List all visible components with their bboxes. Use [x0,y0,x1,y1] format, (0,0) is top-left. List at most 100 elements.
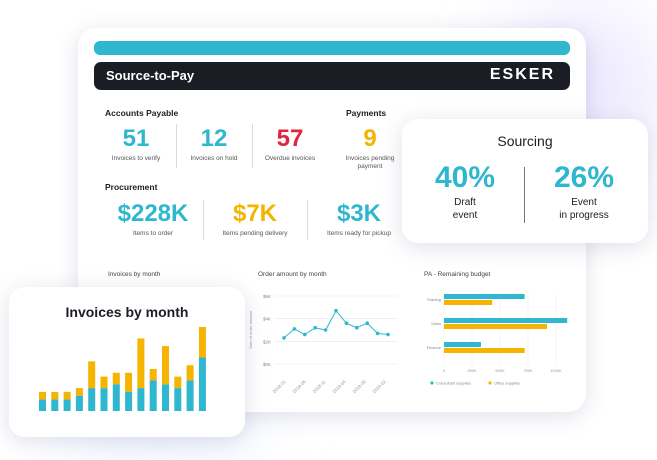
y-tick-label: Training [427,297,441,302]
kpi-label: in progress [559,209,609,221]
x-tick-label: 2019-09 [351,379,367,395]
bar-segment-cyan [75,395,83,411]
divider [252,124,253,168]
y-tick-label: Sales [431,321,441,326]
invoices-card-title: Invoices by month [65,304,189,320]
bar-office-supplies [444,324,548,329]
sourcing-card: Sourcing 40% Draft event 26% Event in pr… [402,119,648,243]
x-tick-label: 750K [523,368,533,373]
kpi-label: Invoices pending payment [345,155,395,171]
accent-bar [94,41,570,55]
kpi-invoices-pending-payment[interactable]: 9 Invoices pending payment [340,127,400,171]
kpi-label: Invoices to verify [111,155,161,162]
data-point [355,325,359,330]
kpi-label: Items to order [132,230,174,237]
bar-segment-cyan [186,380,194,411]
kpi-invoices-to-verify[interactable]: 51 Invoices to verify [106,127,166,163]
bar-segment-yellow [174,376,182,389]
kpi-value: $3K [336,200,382,227]
bar-segment-yellow [186,365,194,381]
data-point [292,327,297,331]
bar-consultant-supplies [444,294,525,299]
bar-office-supplies [444,300,493,305]
y-tick-label: $2K [263,339,271,344]
divider [307,200,308,240]
kpi-label: Event [571,197,597,208]
kpi-event-in-progress[interactable]: 26% Event in progress [538,163,630,222]
dashboard-header: Source-to-Pay ESKER [94,62,570,90]
bar-segment-yellow [137,338,145,389]
esker-logo: ESKER [489,66,555,83]
legend-label: Office supplies [494,381,520,386]
kpi-items-pending-delivery[interactable]: $7K Items pending delivery [210,202,300,238]
bar-consultant-supplies [444,342,481,347]
kpi-value: $7K [232,200,278,227]
divider [203,200,204,240]
kpi-invoices-on-hold[interactable]: 12 Invoices on hold [184,127,244,163]
order-amount-line-chart[interactable]: $0K $2K $4K $6K Sum of order amount 2018-01 20… [246,286,406,398]
kpi-value: $228K [117,200,189,227]
kpi-label: Invoices on hold [190,155,238,162]
bar-segment-yellow [39,391,46,400]
bar-segment-yellow [88,361,96,389]
kpi-value: 9 [363,125,377,152]
bar-segment-cyan [125,391,133,411]
bar-segment-cyan [137,388,145,411]
kpi-value: 57 [276,125,304,152]
kpi-draft-event[interactable]: 40% Draft event [420,163,510,222]
x-tick-label: 2020-02 [371,379,387,395]
bar-segment-yellow [51,391,59,400]
divider [524,167,525,223]
bar-segment-cyan [174,388,182,411]
bar-segment-cyan [100,388,108,411]
bar-segment-yellow [125,372,133,392]
page-title: Source-to-Pay [106,68,195,83]
bar-segment-cyan [162,384,169,411]
sourcing-title: Sourcing [497,133,553,149]
kpi-value: 40% [434,161,496,194]
kpi-items-to-order[interactable]: $228K Items to order [108,202,198,238]
kpi-overdue-invoices[interactable]: 57 Overdue invoices [258,127,322,163]
y-tick-label: $6K [263,294,271,299]
data-point [386,332,390,337]
bar-segment-yellow [149,369,157,381]
kpi-label: Overdue invoices [264,155,316,162]
section-title-procurement: Procurement [105,182,158,192]
y-tick-label: $0K [263,362,271,367]
kpi-value: 26% [553,161,615,194]
x-tick-label: 250K [467,368,477,373]
bar-segment-yellow [75,388,83,396]
kpi-label: Items pending delivery [222,230,288,237]
remaining-budget-bar-chart[interactable]: 0 250K 500K 750K 1000K Training Sales Finance Co… [412,286,572,398]
bar-segment-cyan [149,380,157,411]
x-tick-label: 2018-01 [271,379,287,395]
series-line [283,309,389,339]
invoices-by-month-card: Invoices by month [9,287,245,437]
bar-segment-yellow [63,391,71,400]
x-tick-label: 500K [495,368,505,373]
legend-swatch [488,381,492,385]
data-point [282,336,286,340]
data-point [375,331,380,336]
legend-swatch [430,381,434,385]
invoices-stacked-bar-chart[interactable] [35,327,219,415]
bar-segment-yellow [162,346,169,385]
chart-title-invoices-by-month: Invoices by month [108,271,161,278]
bar-segment-yellow [100,376,108,389]
data-point [365,321,369,325]
legend-label: Consultant supplies [436,381,471,386]
kpi-label: Draft [454,197,476,208]
bar-segment-yellow [198,327,206,358]
bar-segment-cyan [198,357,206,411]
y-axis-label: Sum of order amount [248,310,253,348]
kpi-label: event [452,209,478,221]
bar-consultant-supplies [444,318,568,323]
kpi-items-ready-for-pickup[interactable]: $3K Items ready for pickup [314,202,404,238]
bar-office-supplies [444,348,525,353]
section-title-payments: Payments [346,108,387,118]
section-title-accounts-payable: Accounts Payable [105,108,179,118]
bar-segment-cyan [63,399,71,411]
bar-segment-yellow [112,372,120,385]
y-tick-label: $4K [263,317,271,322]
y-tick-label: Finance [427,345,442,350]
